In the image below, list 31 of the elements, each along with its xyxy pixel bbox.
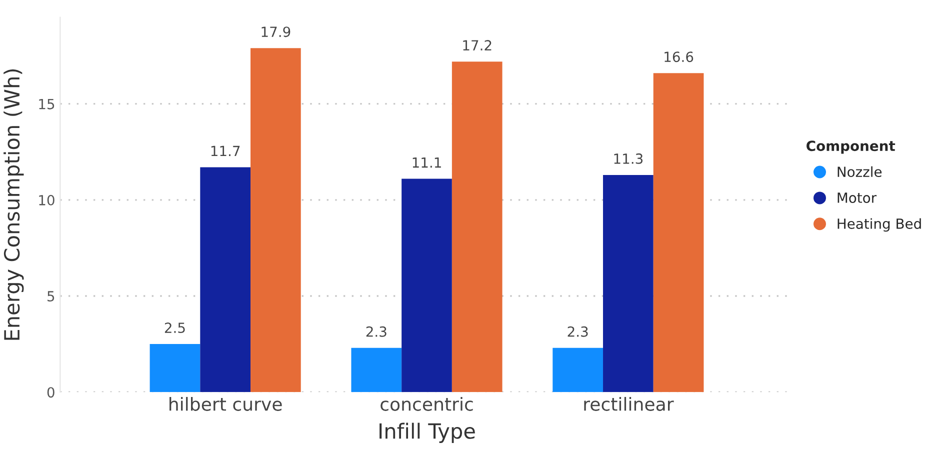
x-tick-label: concentric bbox=[380, 396, 473, 411]
x-tick-label: hilbert curve bbox=[170, 396, 282, 411]
y-tick-label: 10 bbox=[39, 194, 54, 206]
bar bbox=[452, 62, 502, 392]
data-label: 2.3 bbox=[366, 326, 386, 337]
legend-label: Motor bbox=[838, 192, 877, 203]
bar bbox=[351, 348, 402, 392]
bar bbox=[150, 344, 200, 392]
data-label: 11.1 bbox=[412, 157, 441, 168]
data-label: 16.6 bbox=[664, 52, 694, 62]
data-label: 11.3 bbox=[614, 153, 643, 164]
y-tick-label: 0 bbox=[47, 387, 54, 398]
data-label: 2.3 bbox=[568, 326, 588, 337]
legend-label: Heating Bed bbox=[838, 218, 921, 232]
x-tick-label: rectilinear bbox=[584, 396, 674, 411]
bar bbox=[552, 348, 604, 392]
data-label: 17.9 bbox=[262, 26, 290, 38]
y-tick-label: 15 bbox=[39, 98, 54, 110]
y-axis-title: Energy Consumption (Wh) bbox=[4, 69, 24, 340]
bar bbox=[653, 73, 704, 392]
x-axis-title: Infill Type bbox=[380, 422, 475, 443]
bar bbox=[402, 178, 452, 392]
data-label: 17.2 bbox=[463, 40, 492, 50]
bar bbox=[200, 167, 251, 392]
bar bbox=[603, 174, 654, 392]
legend-label: Nozzle bbox=[838, 166, 882, 178]
bar bbox=[250, 48, 301, 392]
y-tick-label: 5 bbox=[48, 291, 54, 302]
data-label: 11.7 bbox=[211, 146, 240, 156]
legend-title: Component bbox=[806, 140, 896, 154]
data-label: 2.5 bbox=[164, 322, 185, 334]
